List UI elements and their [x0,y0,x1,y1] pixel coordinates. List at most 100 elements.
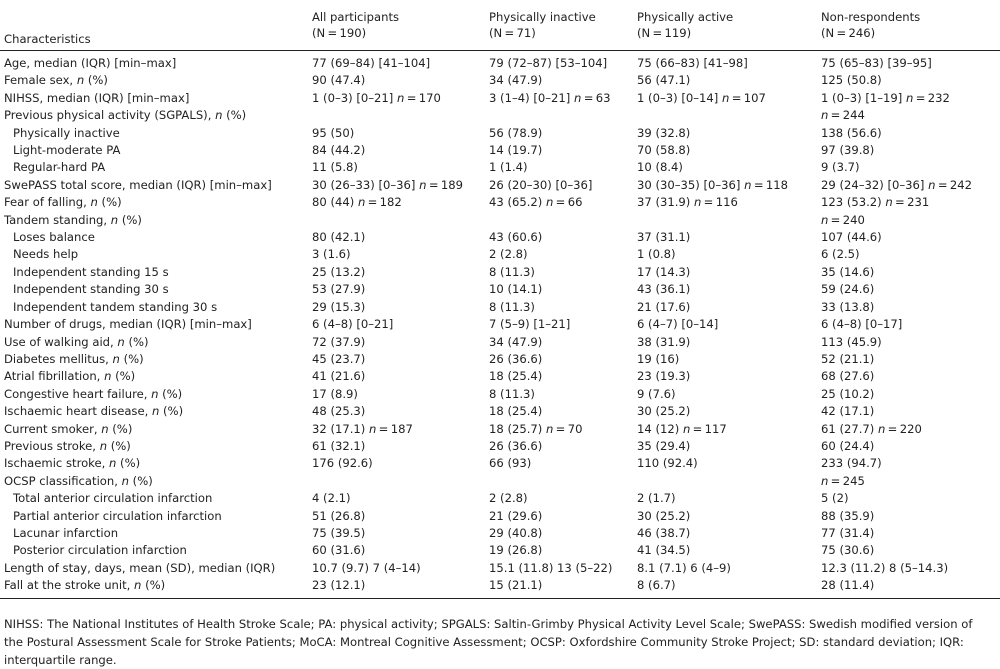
table-cell: 70 (58.8) [637,143,691,158]
header-non-respondents-n: (N = 246) [821,26,876,40]
row-label: Physically inactive [13,125,120,140]
table-cell: 26 (20–30) [0–36] [489,177,593,192]
table-cell: n = 244 [821,108,865,123]
table-row: Fear of falling, n (%) 80 (44) n = 182 43 … [0,194,1000,211]
table-row: Current smoker, n (%) 32 (17.1) n = 187 18… [0,421,1000,438]
table-cell: 37 (31.1) [637,230,691,245]
table-cell: 3 (1.6) [312,247,351,262]
row-label: Atrial fibrillation, n (%) [4,369,136,384]
table-cell: 2 (1.7) [637,491,676,506]
header-physically-active: Physically active (N = 119) [633,7,817,51]
table-cell [308,212,485,229]
row-label: Loses balance [13,230,95,245]
table-row: Regular-hard PA 11 (5.8) 1 (1.4) 10 (8.4) 9 … [0,159,1000,176]
table-cell [485,107,633,124]
table-cell: 48 (25.3) [312,404,366,419]
table-cell: 66 (93) [489,456,532,471]
table-row: Ischaemic stroke, n (%) 176 (92.6) 66 (93)… [0,455,1000,472]
n-symbol: n [744,177,752,192]
n-symbol: n [928,177,936,192]
row-label: Previous stroke, n (%) [4,438,131,453]
header-non-respondents-label: Non-respondents [821,10,921,24]
table-row: Atrial fibrillation, n (%) 41 (21.6) 18 (2… [0,368,1000,385]
table-cell: 18 (25.7) n = 70 [489,421,583,436]
table-cell: 1 (1.4) [489,160,528,175]
row-label: Regular-hard PA [13,160,106,175]
header-physically-inactive-n: (N = 71) [489,26,536,40]
table-cell: 33 (13.8) [821,299,875,314]
row-label: Number of drugs, median (IQR) [min–max] [4,317,252,332]
table-cell: 2 (2.8) [489,491,528,506]
table-row: Needs help 3 (1.6) 2 (2.8) 1 (0.8) 6 (2.5) [0,246,1000,263]
table-row: Length of stay, days, mean (SD), median … [0,560,1000,577]
row-label: Length of stay, days, mean (SD), median … [4,560,276,575]
table-cell: 26 (36.6) [489,438,543,453]
table-cell: 21 (17.6) [637,299,691,314]
table-cell [633,107,817,124]
n-symbol: n [682,421,691,436]
header-non-respondents: Non-respondents (N = 246) [817,7,1000,51]
table-row: Independent tandem standing 30 s 29 (15.3… [0,299,1000,316]
table-cell: 59 (24.6) [821,282,875,297]
table-cell: 110 (92.4) [637,456,698,471]
n-symbol: n [110,212,119,227]
table-cell: 4 (2.1) [312,491,351,506]
table-row: Total anterior circulation infarction 4 (… [0,490,1000,507]
row-label: Use of walking aid, n (%) [4,334,149,349]
table-cell: 46 (38.7) [637,525,691,540]
n-symbol: n [101,421,109,436]
table-row: SwePASS total score, median (IQR) [min–m… [0,177,1000,194]
table-header: Characteristics All participants (N = 190… [0,7,1000,51]
table-cell: 11 (5.8) [312,160,358,175]
table-row: Tandem standing, n (%) n = 240 [0,212,1000,229]
table-cell: 41 (21.6) [312,369,366,384]
table-row: Previous stroke, n (%) 61 (32.1) 26 (36.6)… [0,438,1000,455]
n-symbol: n [368,421,377,436]
table-row: Congestive heart failure, n (%) 17 (8.9) 8… [0,386,1000,403]
table-cell: 51 (26.8) [312,508,366,523]
row-label: Ischaemic heart disease, n (%) [4,404,184,419]
table-cell: 61 (32.1) [312,438,366,453]
table-cell: 1 (0–3) [0–14] n = 107 [637,90,766,105]
table-cell: 80 (44) n = 182 [312,195,402,210]
table-cell: 30 (30–35) [0–36] n = 118 [637,177,788,192]
table-cell: 233 (94.7) [821,456,882,471]
row-label: Congestive heart failure, n (%) [4,386,183,401]
header-all-participants-label: All participants [312,10,400,24]
table-cell: 125 (50.8) [821,73,882,88]
n-symbol: n [117,334,125,349]
table-row: Physically inactive 95 (50) 56 (78.9) 39 (3… [0,125,1000,142]
table-cell: 23 (19.3) [637,369,691,384]
table-cell: 61 (27.7) n = 220 [821,421,922,436]
table-row: Independent standing 30 s 53 (27.9) 10 (14… [0,281,1000,298]
table-cell: 1 (0.8) [637,247,676,262]
table-cell: 88 (35.9) [821,508,875,523]
table-cell [485,473,633,490]
row-label: Independent standing 15 s [13,264,169,279]
table-cell: 18 (25.4) [489,404,543,419]
table-cell: 25 (10.2) [821,386,875,401]
table-footnote: NIHSS: The National Institutes of Health… [4,617,973,667]
row-label: Lacunar infarction [13,525,119,540]
table-cell: 9 (3.7) [821,160,860,175]
table-cell: 90 (47.4) [312,73,366,88]
table-cell: 56 (78.9) [489,125,543,140]
table-cell: 35 (29.4) [637,438,691,453]
header-physically-active-n: (N = 119) [637,26,692,40]
n-symbol: n [134,578,142,593]
table-cell: 75 (65–83) [39–95] [821,56,932,70]
table-cell: 19 (16) [637,351,680,366]
row-label: Diabetes mellitus, n (%) [4,351,144,366]
n-symbol: n [693,195,702,210]
table-cell: 113 (45.9) [821,334,882,349]
row-label: Fall at the stroke unit, n (%) [4,578,166,593]
table-cell: 15.1 (11.8) 13 (5–22) [489,560,613,575]
table-row: Partial anterior circulation infarction 5… [0,508,1000,525]
row-label: Total anterior circulation infarction [13,491,213,506]
n-symbol: n [877,421,886,436]
table-cell: 14 (19.7) [489,143,543,158]
table-cell: 26 (36.6) [489,351,543,366]
table-row: Previous physical activity (SGPALS), n (… [0,107,1000,124]
table-row: Female sex, n (%) 90 (47.4) 34 (47.9) 56 (4… [0,72,1000,89]
